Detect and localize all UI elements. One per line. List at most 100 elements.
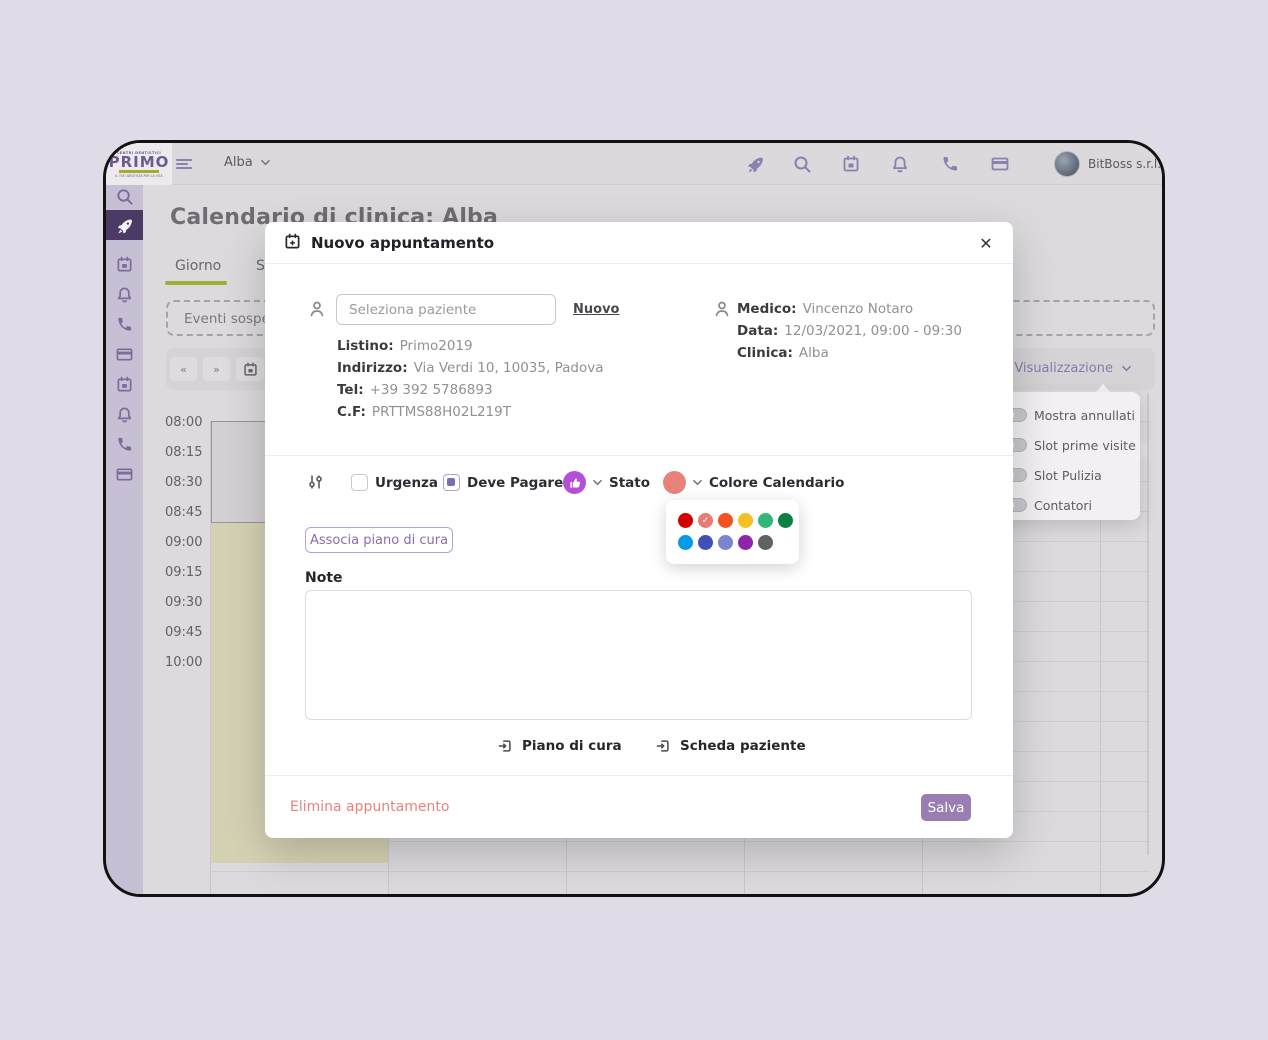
divider [265, 455, 1013, 456]
menu-item-slot-pulizia[interactable]: Slot Pulizia [996, 466, 1140, 486]
pending-events-label: Eventi sospesi [184, 311, 281, 327]
menu-item-slot-prime-visite[interactable]: Slot prime visite [996, 436, 1140, 456]
view-menu: Mostra annullati Slot prime visite Slot … [996, 392, 1140, 520]
sidebar [106, 185, 143, 894]
cf-label: C.F: [337, 404, 366, 420]
color-dot-dark-green[interactable] [778, 513, 793, 528]
date-picker-button[interactable] [236, 357, 264, 381]
sidebar-item-notifications-2[interactable] [106, 405, 143, 423]
sidebar-item-rocket[interactable] [106, 210, 143, 240]
colore-calendario-label: Colore Calendario [709, 475, 845, 491]
menu-item-mostra-annullati[interactable]: Mostra annullati [996, 406, 1140, 426]
search-icon[interactable] [790, 152, 814, 176]
visualization-label: Visualizzazione [1014, 361, 1113, 376]
care-plan-link-label: Piano di cura [522, 738, 622, 754]
color-dot-green[interactable] [758, 513, 773, 528]
clinica-value: Alba [798, 345, 829, 361]
clinic-selector[interactable]: Alba [224, 155, 272, 170]
menu-item-label: Slot prime visite [1034, 438, 1136, 453]
medico-label: Medico: [737, 301, 797, 317]
time-label: 08:00 [165, 415, 203, 430]
care-plan-link[interactable]: Piano di cura [497, 738, 622, 754]
urgenza-checkbox[interactable] [351, 474, 368, 491]
sidebar-item-phone[interactable] [106, 315, 143, 333]
modal-header: Nuovo appuntamento ✕ [265, 222, 1013, 264]
color-dot-gray[interactable] [758, 535, 773, 550]
listino-label: Listino: [337, 338, 394, 354]
listino-line: Listino: Primo2019 [337, 338, 473, 354]
tab-giorno[interactable]: Giorno [175, 258, 222, 274]
data-value: 12/03/2021, 09:00 - 09:30 [784, 323, 962, 339]
credit-card-icon [116, 467, 133, 481]
primo-logo[interactable]: CENTRI DENTISTICI PRIMO IL TUO DENTISTA … [106, 143, 172, 185]
sidebar-item-search[interactable] [106, 187, 143, 205]
logo-main-text: PRIMO [108, 152, 170, 171]
menu-item-contatori[interactable]: Contatori [996, 496, 1140, 516]
view-menu-notch [1095, 384, 1111, 393]
modal-title: Nuovo appuntamento [311, 234, 495, 252]
color-dot-flamingo[interactable] [698, 513, 713, 528]
patient-search-input[interactable] [336, 294, 556, 325]
close-icon[interactable]: ✕ [979, 233, 993, 253]
indirizzo-value: Via Verdi 10, 10035, Padova [413, 360, 604, 376]
sidebar-item-payments-2[interactable] [106, 465, 143, 483]
clinic-selector-label: Alba [224, 155, 253, 170]
sliders-icon [307, 473, 325, 491]
deve-pagare-label: Deve Pagare [467, 475, 564, 491]
deve-pagare-checkbox[interactable] [443, 474, 460, 491]
time-label: 09:45 [165, 625, 203, 640]
color-dot-red[interactable] [678, 513, 693, 528]
note-label: Note [305, 570, 343, 586]
menu-hamburger-icon[interactable] [172, 152, 196, 176]
rocket-icon[interactable] [743, 152, 767, 176]
bell-icon [117, 407, 132, 422]
stato-label: Stato [609, 475, 651, 491]
time-label: 09:00 [165, 535, 203, 550]
patient-record-link[interactable]: Scheda paziente [655, 738, 806, 754]
logo-sub-text: IL TUO DENTISTA PER LA VITA [115, 173, 163, 178]
search-icon [117, 188, 133, 205]
prev-button[interactable]: « [170, 357, 197, 381]
note-textarea[interactable] [305, 590, 972, 720]
phone-icon[interactable] [938, 152, 962, 176]
open-in-icon [498, 740, 511, 752]
color-dot-lavender[interactable] [718, 535, 733, 550]
modal-footer: Elimina appuntamento Salva [265, 775, 1013, 838]
new-appointment-modal: Nuovo appuntamento ✕ Nuovo Listino: Primo… [265, 222, 1013, 838]
avatar[interactable] [1054, 151, 1080, 177]
status-selector[interactable] [563, 471, 586, 494]
scrollbar[interactable] [1147, 393, 1149, 855]
save-button[interactable]: Salva [921, 794, 971, 821]
clinica-label: Clinica: [737, 345, 793, 361]
visualization-dropdown[interactable]: Visualizzazione [1014, 361, 1133, 376]
calendar-icon[interactable] [839, 152, 863, 176]
sidebar-item-calendar-2[interactable] [106, 375, 143, 393]
patient-record-link-label: Scheda paziente [680, 738, 806, 754]
data-label: Data: [737, 323, 779, 339]
sidebar-item-payments[interactable] [106, 345, 143, 363]
color-dot-light-blue[interactable] [678, 535, 693, 550]
color-dot-orange[interactable] [718, 513, 733, 528]
calendar-color-selector[interactable] [663, 471, 686, 494]
chevron-down-icon [260, 159, 270, 166]
credit-card-icon[interactable] [988, 152, 1012, 176]
sidebar-item-calendar[interactable] [106, 255, 143, 273]
sidebar-item-notifications[interactable] [106, 285, 143, 303]
calendar-plus-icon [284, 233, 304, 253]
delete-appointment-link[interactable]: Elimina appuntamento [290, 799, 450, 815]
color-dot-purple[interactable] [738, 535, 753, 550]
bell-icon[interactable] [888, 152, 912, 176]
color-dot-blue[interactable] [698, 535, 713, 550]
chevron-down-icon[interactable] [591, 476, 604, 489]
associate-care-plan-button[interactable]: Associa piano di cura [305, 527, 453, 553]
active-tab-underline [165, 281, 227, 285]
listino-value: Primo2019 [399, 338, 473, 354]
color-dot-yellow[interactable] [738, 513, 753, 528]
indirizzo-label: Indirizzo: [337, 360, 408, 376]
sidebar-item-phone-2[interactable] [106, 435, 143, 453]
new-patient-link[interactable]: Nuovo [573, 302, 620, 317]
clinica-line: Clinica: Alba [737, 345, 829, 361]
logo-underline [119, 169, 159, 173]
chevron-down-icon[interactable] [691, 476, 704, 489]
next-button[interactable]: » [203, 357, 230, 381]
